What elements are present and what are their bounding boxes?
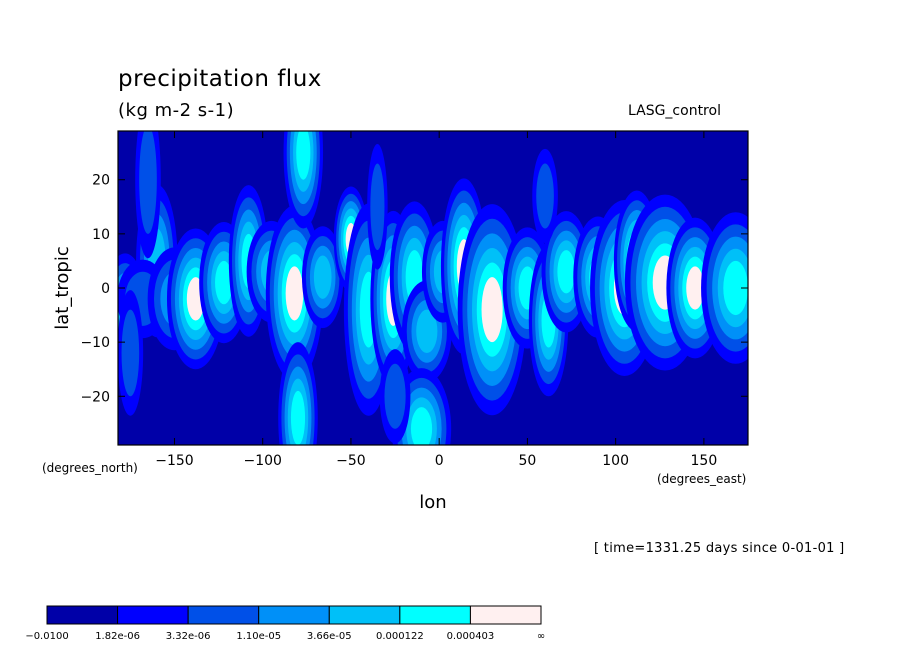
precip-contour [121,309,140,397]
colorbar-swatch [187,605,260,625]
y-axis-title: lat_tropic [52,246,73,330]
y-tick-label: 20 [92,173,110,189]
precip-contour [290,390,306,445]
precip-contour [416,309,438,353]
precip-contour [410,407,433,445]
precip-feature [278,342,318,445]
colorbar-swatch [469,605,542,625]
colorbar: −0.0100 1.82e-06 3.32e-06 1.10e-05 3.66e-05 0… [25,605,545,642]
colorbar-swatch [117,605,189,625]
precip-feature [301,226,344,329]
precip-feature [367,143,388,270]
x-axis-title: lon [419,492,446,513]
chart-title: precipitation flux [118,66,322,92]
colorbar-swatch [46,605,119,625]
colorbar-label: 3.66e-05 [307,631,352,642]
precip-feature [379,349,411,444]
precip-contour [370,163,385,251]
x-tick-label: 0 [435,453,444,469]
colorbar-swatch [399,605,471,625]
y-axis-units: (degrees_north) [42,461,138,475]
x-tick-label: −50 [336,453,366,469]
precip-contour [481,277,503,343]
x-axis-units: (degrees_east) [657,472,746,486]
precip-contour [139,131,157,234]
x-tick-label: 100 [602,453,629,469]
precip-contour [536,163,554,229]
precip-contour [296,131,311,180]
colorbar-label: 1.10e-05 [236,631,281,642]
precip-contour [313,255,332,299]
time-note: [ time=1331.25 days since 0-01-01 ] [594,541,845,556]
colorbar-swatch [328,605,401,625]
precip-contour [557,250,576,294]
precip-feature [701,212,748,364]
precip-feature [118,290,144,416]
colorbar-label: 3.32e-06 [166,631,211,642]
precip-contour [285,266,304,321]
precip-contour [723,260,748,316]
x-axis: −150 −100 −50 0 50 100 150 [155,131,717,469]
precip-contour [686,266,704,310]
colorbar-label: ∞ [537,631,545,642]
x-tick-label: 50 [518,453,536,469]
precipitation-field [118,131,748,445]
colorbar-label: 0.000403 [447,631,495,642]
precip-feature [283,131,324,229]
x-tick-label: −150 [155,453,193,469]
y-tick-label: −10 [80,335,110,351]
precip-contour [384,363,406,429]
colorbar-label: −0.0100 [25,631,68,642]
y-axis: −20 −10 0 10 20 [80,173,748,405]
y-tick-label: 10 [92,227,110,243]
x-tick-label: −100 [243,453,281,469]
precip-contour [215,260,233,305]
precip-feature [532,148,558,244]
dataset-label: LASG_control [628,103,721,119]
x-tick-label: 150 [691,453,718,469]
chart-units: (kg m-2 s-1) [118,100,235,121]
y-tick-label: −20 [80,389,110,405]
precip-feature [135,131,161,259]
colorbar-swatch [258,605,330,625]
colorbar-label: 1.82e-06 [95,631,140,642]
colorbar-label: 0.000122 [376,631,424,642]
y-tick-label: 0 [101,281,110,297]
